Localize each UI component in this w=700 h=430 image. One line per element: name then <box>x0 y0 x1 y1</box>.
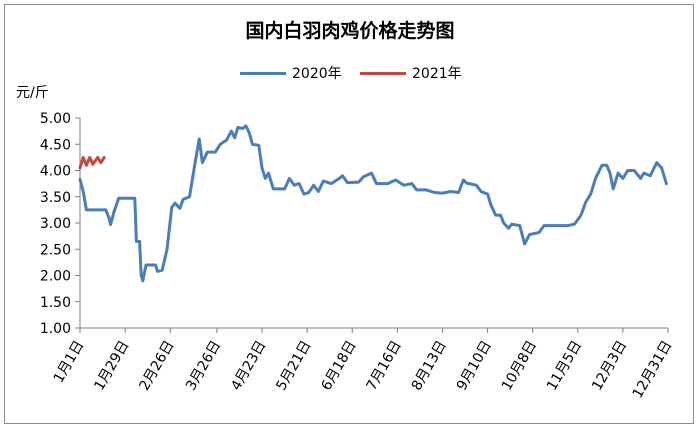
y-tick-label: 4.50 <box>40 137 71 153</box>
y-tick-label: 5.00 <box>40 111 71 127</box>
x-tick-label: 10月8日 <box>499 338 540 393</box>
y-axis-label: 元/斤 <box>16 85 49 101</box>
y-tick-label: 2.50 <box>40 242 71 258</box>
x-tick-label: 3月26日 <box>183 338 224 393</box>
x-tick-label: 8月13日 <box>409 338 450 393</box>
y-tick-label: 2.00 <box>40 269 71 285</box>
x-tick-label: 6月18日 <box>318 338 359 393</box>
x-tick-label: 1月1日 <box>51 338 88 386</box>
y-tick-label: 3.50 <box>40 190 71 206</box>
x-tick-label: 7月16日 <box>364 338 405 393</box>
x-tick-label: 12月31日 <box>630 338 676 401</box>
y-tick-label: 1.50 <box>40 295 71 311</box>
y-tick-label: 3.00 <box>40 216 71 232</box>
chart-frame <box>4 4 694 424</box>
legend-swatch-2021 <box>360 71 406 75</box>
legend-item-2020: 2020年 <box>240 63 342 83</box>
series-line-2020 <box>78 124 668 283</box>
legend-label-2020: 2020年 <box>292 66 342 82</box>
y-tick-label: 4.00 <box>40 164 71 180</box>
x-tick-label: 1月29日 <box>91 338 132 393</box>
x-tick-label: 11月5日 <box>544 338 585 393</box>
legend-item-2021: 2021年 <box>360 63 462 83</box>
x-tick-label: 9月10日 <box>454 338 495 393</box>
series-line-2021 <box>78 155 106 170</box>
x-tick-label: 2月26日 <box>136 338 177 393</box>
legend-swatch-2020 <box>240 71 286 75</box>
y-tick-label: 1.00 <box>40 321 71 337</box>
x-tick-label: 4月23日 <box>228 338 269 393</box>
x-tick-label: 12月3日 <box>589 338 630 393</box>
chart-legend: 2020年 2021年 <box>0 63 700 83</box>
x-tick-label: 5月21日 <box>273 338 314 393</box>
legend-label-2021: 2021年 <box>412 66 462 82</box>
chart-title: 国内白羽肉鸡价格走势图 <box>245 20 455 42</box>
